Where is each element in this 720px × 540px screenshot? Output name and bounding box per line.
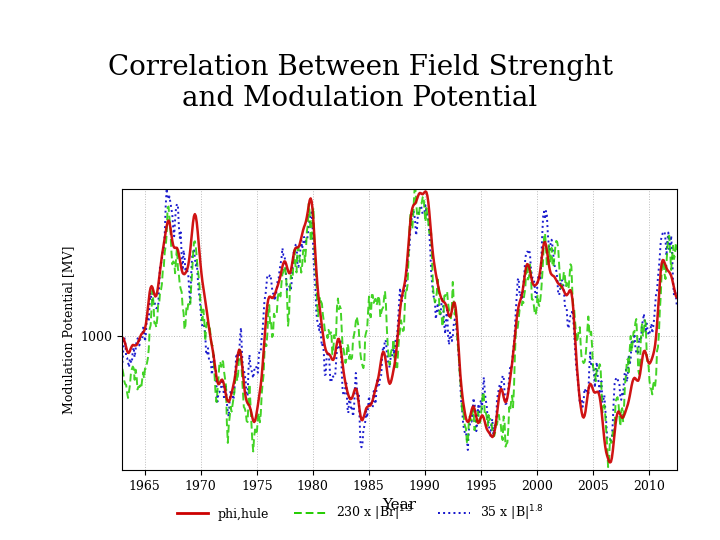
Y-axis label: Modulation Potential [MV]: Modulation Potential [MV] xyxy=(62,245,75,414)
Text: Correlation Between Field Strenght
and Modulation Potential: Correlation Between Field Strenght and M… xyxy=(107,54,613,112)
X-axis label: Year: Year xyxy=(382,498,417,512)
Legend: phi,hule, 230 x |Br|$^{1.5}$, 35 x |B|$^{1.8}$: phi,hule, 230 x |Br|$^{1.5}$, 35 x |B|$^… xyxy=(171,499,549,528)
